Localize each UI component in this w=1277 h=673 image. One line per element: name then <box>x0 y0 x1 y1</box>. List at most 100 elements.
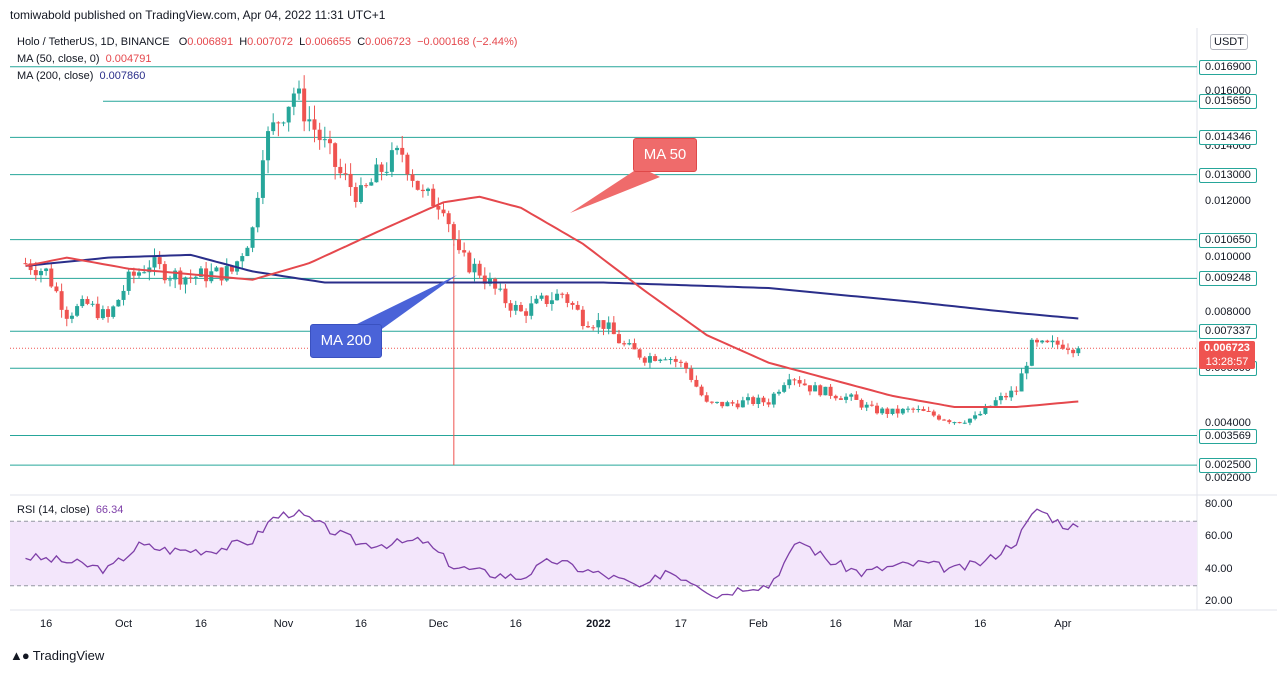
candle-95[interactable] <box>513 300 518 315</box>
candle-160[interactable] <box>849 393 854 401</box>
candle-115[interactable] <box>616 329 621 344</box>
candle-139[interactable] <box>740 396 745 408</box>
candle-151[interactable] <box>802 379 807 386</box>
candle-122[interactable] <box>653 353 658 362</box>
candle-59[interactable] <box>327 130 332 155</box>
candle-89[interactable] <box>482 267 487 290</box>
candle-70[interactable] <box>384 162 389 176</box>
level-label-4[interactable]: 0.010650 <box>1199 232 1257 248</box>
candle-131[interactable] <box>699 384 704 397</box>
candle-112[interactable] <box>601 320 606 336</box>
candle-180[interactable] <box>952 421 957 425</box>
candle-92[interactable] <box>498 283 503 292</box>
candle-199[interactable] <box>1050 335 1055 348</box>
candle-78[interactable] <box>426 187 431 196</box>
candle-106[interactable] <box>570 301 575 310</box>
candle-188[interactable] <box>993 397 998 407</box>
candle-192[interactable] <box>1014 386 1019 396</box>
level-label-2[interactable]: 0.014346 <box>1199 130 1257 146</box>
ma50-legend[interactable]: MA (50, close, 0) 0.004791 <box>17 53 152 65</box>
candle-193[interactable] <box>1019 367 1024 392</box>
candle-203[interactable] <box>1071 348 1076 358</box>
candle-127[interactable] <box>678 359 683 368</box>
candle-63[interactable] <box>348 163 353 196</box>
candle-133[interactable] <box>709 401 714 405</box>
candle-61[interactable] <box>338 158 343 179</box>
candle-121[interactable] <box>647 352 652 369</box>
candle-147[interactable] <box>782 382 787 394</box>
candle-105[interactable] <box>565 292 570 308</box>
candle-98[interactable] <box>529 296 534 320</box>
candle-31[interactable] <box>183 276 188 294</box>
candle-40[interactable] <box>229 265 234 275</box>
candle-167[interactable] <box>885 407 890 418</box>
candle-194[interactable] <box>1024 361 1029 380</box>
candle-49[interactable] <box>276 121 281 137</box>
ma50-line[interactable] <box>25 195 1079 408</box>
candle-164[interactable] <box>869 400 874 407</box>
candle-18[interactable] <box>116 299 121 307</box>
candle-87[interactable] <box>472 258 477 282</box>
candle-32[interactable] <box>188 269 193 284</box>
candle-104[interactable] <box>560 292 565 299</box>
candle-161[interactable] <box>854 391 859 400</box>
candle-149[interactable] <box>792 378 797 386</box>
candle-135[interactable] <box>720 401 725 409</box>
candle-94[interactable] <box>508 300 513 318</box>
candle-200[interactable] <box>1055 337 1060 350</box>
candle-79[interactable] <box>431 184 436 207</box>
candle-124[interactable] <box>663 357 668 361</box>
candle-140[interactable] <box>746 393 751 405</box>
candle-51[interactable] <box>286 106 291 132</box>
candle-142[interactable] <box>756 394 761 409</box>
candle-101[interactable] <box>544 295 549 307</box>
candle-21[interactable] <box>131 267 136 284</box>
candle-173[interactable] <box>916 405 921 413</box>
candle-86[interactable] <box>467 250 472 274</box>
candle-177[interactable] <box>936 414 941 421</box>
candle-82[interactable] <box>446 210 451 233</box>
candle-43[interactable] <box>245 246 250 257</box>
candle-107[interactable] <box>575 301 580 311</box>
candle-138[interactable] <box>735 399 740 410</box>
candle-30[interactable] <box>178 267 183 290</box>
candle-88[interactable] <box>477 260 482 279</box>
candle-16[interactable] <box>106 306 111 323</box>
candle-33[interactable] <box>193 275 198 285</box>
candle-14[interactable] <box>95 296 100 320</box>
candle-191[interactable] <box>1009 386 1014 401</box>
candle-4[interactable] <box>44 267 49 276</box>
candle-158[interactable] <box>838 395 843 401</box>
candle-185[interactable] <box>978 411 983 416</box>
candle-128[interactable] <box>684 361 689 374</box>
candle-119[interactable] <box>637 348 642 360</box>
candle-37[interactable] <box>214 265 219 272</box>
candle-91[interactable] <box>493 277 498 295</box>
candle-110[interactable] <box>591 325 596 331</box>
candle-174[interactable] <box>921 406 926 412</box>
candle-44[interactable] <box>250 226 255 253</box>
candle-6[interactable] <box>54 282 59 293</box>
candle-145[interactable] <box>771 391 776 408</box>
level-label-1[interactable]: 0.015650 <box>1199 94 1257 110</box>
candle-130[interactable] <box>694 375 699 388</box>
candle-1[interactable] <box>28 259 33 275</box>
candle-80[interactable] <box>436 197 441 220</box>
candle-73[interactable] <box>400 135 405 163</box>
candle-141[interactable] <box>751 395 756 406</box>
candle-163[interactable] <box>864 402 869 412</box>
candle-53[interactable] <box>297 80 302 100</box>
candle-26[interactable] <box>157 251 162 270</box>
candle-154[interactable] <box>818 384 823 397</box>
candle-150[interactable] <box>797 376 802 387</box>
ma200-callout[interactable]: MA 200 <box>310 324 382 358</box>
level-label-8[interactable]: 0.003569 <box>1199 428 1257 444</box>
candle-7[interactable] <box>59 283 64 318</box>
candle-181[interactable] <box>957 421 962 424</box>
candle-8[interactable] <box>64 306 69 327</box>
candle-71[interactable] <box>389 142 394 178</box>
candle-29[interactable] <box>173 268 178 289</box>
candle-58[interactable] <box>322 126 327 148</box>
candle-83[interactable] <box>451 221 456 246</box>
